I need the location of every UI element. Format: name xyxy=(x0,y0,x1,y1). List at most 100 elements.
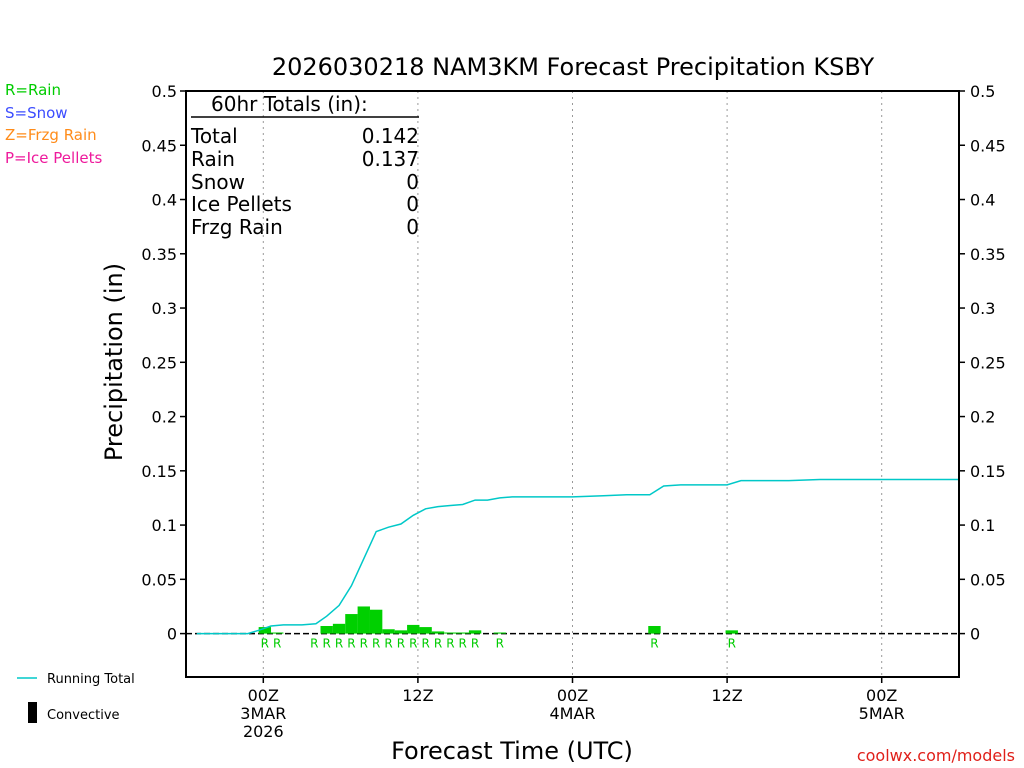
precip-type-17: R xyxy=(650,637,658,651)
x-tick-label-4-1: 5MAR xyxy=(859,704,905,723)
precip-type-5: R xyxy=(347,637,355,651)
totals-header: 60hr Totals (in): xyxy=(211,92,368,116)
y-tick-label-right-3: 0.35 xyxy=(970,245,1006,264)
precip-type-16: R xyxy=(496,637,504,651)
totals-rain-value: 0.137 xyxy=(362,147,419,171)
chart-title: 2026030218 NAM3KM Forecast Precipitation… xyxy=(272,53,875,81)
precip-bar-3 xyxy=(332,623,346,634)
x-tick-label-2-0: 00Z xyxy=(557,686,588,705)
y-tick-label-right-10: 0 xyxy=(970,625,980,644)
y-axis-label: Precipitation (in) xyxy=(100,263,128,461)
x-tick-label-0-0: 00Z xyxy=(248,686,279,705)
totals-total-label: Total xyxy=(190,124,238,148)
grid xyxy=(186,91,959,677)
precip-bar-2 xyxy=(320,625,333,634)
bars xyxy=(258,606,738,634)
convective-key-swatch xyxy=(28,702,37,723)
y-tick-label-right-5: 0.25 xyxy=(970,353,1006,372)
y-tick-label-right-8: 0.1 xyxy=(970,516,995,535)
precip-bar-14 xyxy=(468,630,482,634)
totals-snow-value: 0 xyxy=(406,170,419,194)
y-tick-label-left-6: 0.2 xyxy=(152,408,177,427)
precip-type-3: R xyxy=(323,637,331,651)
precip-type-14: R xyxy=(459,637,467,651)
precip-bar-4 xyxy=(345,614,358,634)
y-tick-label-right-2: 0.4 xyxy=(970,191,995,210)
x-tick-label-0-1: 3MAR xyxy=(240,704,286,723)
totals-snow-label: Snow xyxy=(191,170,245,194)
running-total-line xyxy=(196,478,959,635)
precip-bar-13 xyxy=(456,632,469,634)
precip-type-2: R xyxy=(310,637,318,651)
precip-bar-5 xyxy=(357,606,370,634)
convective-key-label: Convective xyxy=(47,708,120,723)
precip-bar-10 xyxy=(419,627,432,634)
precip-type-11: R xyxy=(421,637,429,651)
y-tick-label-right-1: 0.45 xyxy=(970,136,1006,155)
y-tick-label-right-0: 0.5 xyxy=(970,82,995,101)
credit-text: coolwx.com/models xyxy=(857,746,1015,765)
precip-type-6: R xyxy=(360,637,368,651)
precip-bar-7 xyxy=(382,629,395,634)
precip-bar-15 xyxy=(493,632,507,634)
precip-type-18: R xyxy=(728,637,736,651)
precip-type-15: R xyxy=(471,637,479,651)
precip-bar-16 xyxy=(648,625,661,634)
y-tick-label-right-4: 0.3 xyxy=(970,299,995,318)
totals-rain-label: Rain xyxy=(191,147,235,171)
precip-type-12: R xyxy=(434,637,442,651)
totals-box: 60hr Totals (in): Total 0.142 Rain 0.137… xyxy=(190,92,419,239)
y-tick-label-right-9: 0.05 xyxy=(970,570,1006,589)
y-axis-left: 0.5 0.45 0.4 0.35 0.3 0.25 0.2 0.15 0.1 0.05 0 xyxy=(141,82,186,644)
y-tick-label-left-7: 0.15 xyxy=(141,462,177,481)
precip-bar-12 xyxy=(444,632,457,634)
totals-total-value: 0.142 xyxy=(362,124,419,148)
y-tick-label-left-9: 0.05 xyxy=(141,570,177,589)
x-tick-label-0-2: 2026 xyxy=(243,722,284,741)
precip-bar-0 xyxy=(258,627,272,634)
running-total xyxy=(196,478,959,635)
x-tick-label-3-0: 12Z xyxy=(711,686,742,705)
y-axis-right: 0.5 0.45 0.4 0.35 0.3 0.25 0.2 0.15 0.1 0.05 0 xyxy=(959,82,1006,644)
type-legend: R=Rain S=Snow Z=Frzg Rain P=Ice Pellets xyxy=(5,81,102,167)
y-tick-label-left-0: 0.5 xyxy=(152,82,177,101)
precip-type-9: R xyxy=(397,637,405,651)
precip-type-0: R xyxy=(261,637,269,651)
precip-type-7: R xyxy=(372,637,380,651)
y-tick-label-left-4: 0.3 xyxy=(152,299,177,318)
precip-bar-9 xyxy=(407,624,420,634)
precip-type-10: R xyxy=(409,637,417,651)
totals-ice-pellets-value: 0 xyxy=(406,192,419,216)
y-tick-label-left-5: 0.25 xyxy=(141,353,177,372)
x-tick-label-4-0: 00Z xyxy=(866,686,897,705)
legend-frzg-rain: Z=Frzg Rain xyxy=(5,126,97,144)
totals-ice-pellets-label: Ice Pellets xyxy=(191,192,292,216)
precip-bar-11 xyxy=(431,631,445,634)
y-tick-label-left-3: 0.35 xyxy=(141,245,177,264)
precip-bar-1 xyxy=(271,632,284,634)
y-tick-label-left-8: 0.1 xyxy=(152,516,177,535)
precip-type-4: R xyxy=(335,637,343,651)
totals-frzg-rain-label: Frzg Rain xyxy=(191,215,283,239)
series-key: Running Total Convective xyxy=(17,672,135,723)
y-tick-label-left-10: 0 xyxy=(167,625,177,644)
x-axis-label: Forecast Time (UTC) xyxy=(391,737,633,765)
precip-bar-17 xyxy=(725,630,738,634)
totals-frzg-rain-value: 0 xyxy=(406,215,419,239)
x-tick-label-1-0: 12Z xyxy=(402,686,433,705)
running-total-key-label: Running Total xyxy=(47,672,135,687)
legend-snow: S=Snow xyxy=(5,104,68,122)
precip-type-8: R xyxy=(384,637,392,651)
y-tick-label-left-1: 0.45 xyxy=(141,136,177,155)
precip-type-1: R xyxy=(273,637,281,651)
y-tick-label-right-7: 0.15 xyxy=(970,462,1006,481)
legend-rain: R=Rain xyxy=(5,81,61,99)
precip-bar-6 xyxy=(369,609,383,634)
precip-type-13: R xyxy=(446,637,454,651)
y-tick-label-left-2: 0.4 xyxy=(152,191,177,210)
y-tick-label-right-6: 0.2 xyxy=(970,408,995,427)
precip-bar-8 xyxy=(394,630,408,634)
